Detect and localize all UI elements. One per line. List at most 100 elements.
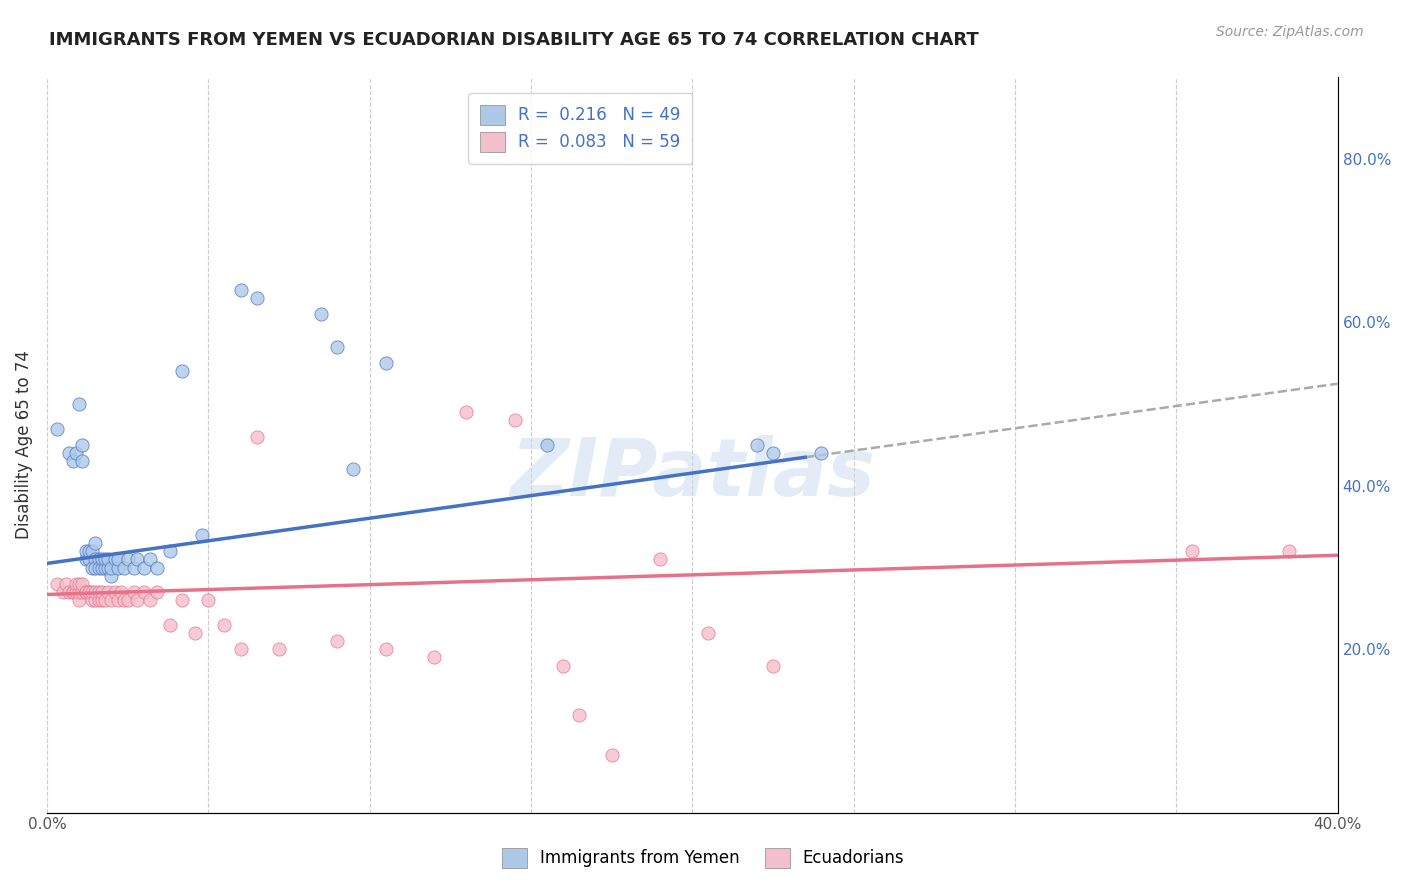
Point [90, 560, 112, 574]
Point [58, 585, 80, 599]
Point [94, 560, 117, 574]
Point [77, 544, 100, 558]
Point [374, 356, 396, 370]
Point [87, 560, 110, 574]
Point [568, 707, 591, 722]
Point [84, 585, 107, 599]
Point [77, 552, 100, 566]
Point [197, 593, 219, 607]
Point [90, 593, 112, 607]
Point [697, 625, 720, 640]
Point [62, 585, 84, 599]
Point [184, 625, 207, 640]
Point [67, 397, 90, 411]
Point [87, 593, 110, 607]
Point [374, 642, 396, 657]
Point [229, 283, 252, 297]
Point [553, 658, 575, 673]
Point [503, 413, 526, 427]
Point [107, 593, 129, 607]
Point [80, 544, 103, 558]
Point [112, 560, 135, 574]
Point [80, 560, 103, 574]
Point [67, 577, 90, 591]
Point [100, 560, 122, 574]
Point [75, 552, 97, 566]
Legend: Immigrants from Yemen, Ecuadorians: Immigrants from Yemen, Ecuadorians [495, 841, 911, 875]
Point [90, 585, 112, 599]
Point [326, 634, 349, 648]
Point [127, 552, 149, 566]
Point [810, 446, 832, 460]
Point [117, 552, 139, 566]
Point [127, 593, 149, 607]
Point [159, 617, 181, 632]
Point [77, 585, 100, 599]
Point [648, 552, 671, 566]
Legend: R =  0.216   N = 49, R =  0.083   N = 59: R = 0.216 N = 49, R = 0.083 N = 59 [468, 93, 692, 164]
Point [246, 430, 269, 444]
Point [58, 446, 80, 460]
Point [97, 585, 120, 599]
Point [122, 585, 145, 599]
Point [269, 642, 291, 657]
Text: Source: ZipAtlas.com: Source: ZipAtlas.com [1216, 25, 1364, 39]
Point [87, 552, 110, 566]
Point [132, 585, 155, 599]
Point [132, 560, 155, 574]
Point [52, 585, 75, 599]
Point [1278, 544, 1301, 558]
Point [72, 577, 94, 591]
Point [745, 438, 768, 452]
Point [104, 585, 127, 599]
Point [67, 593, 90, 607]
Point [139, 552, 162, 566]
Text: ZIPatlas: ZIPatlas [510, 435, 875, 514]
Point [1181, 544, 1204, 558]
Point [90, 552, 112, 566]
Point [172, 364, 194, 378]
Point [45, 577, 67, 591]
Point [65, 577, 87, 591]
Point [72, 585, 94, 599]
Point [214, 617, 236, 632]
Point [112, 593, 135, 607]
Point [77, 585, 100, 599]
Point [65, 585, 87, 599]
Point [75, 544, 97, 558]
Point [110, 585, 132, 599]
Point [342, 462, 364, 476]
Point [87, 585, 110, 599]
Point [423, 650, 446, 665]
Point [84, 536, 107, 550]
Point [75, 585, 97, 599]
Point [100, 568, 122, 582]
Point [104, 552, 127, 566]
Point [456, 405, 478, 419]
Point [122, 560, 145, 574]
Point [145, 585, 167, 599]
Point [246, 291, 269, 305]
Point [326, 340, 349, 354]
Point [45, 422, 67, 436]
Point [100, 593, 122, 607]
Point [536, 438, 558, 452]
Point [72, 438, 94, 452]
Point [80, 585, 103, 599]
Point [67, 585, 90, 599]
Point [62, 585, 84, 599]
Point [94, 593, 117, 607]
Point [84, 593, 107, 607]
Point [159, 544, 181, 558]
Point [75, 585, 97, 599]
Point [172, 593, 194, 607]
Point [762, 446, 785, 460]
Point [97, 560, 120, 574]
Point [62, 454, 84, 468]
Text: IMMIGRANTS FROM YEMEN VS ECUADORIAN DISABILITY AGE 65 TO 74 CORRELATION CHART: IMMIGRANTS FROM YEMEN VS ECUADORIAN DISA… [49, 31, 979, 49]
Point [191, 528, 214, 542]
Point [117, 593, 139, 607]
Point [145, 560, 167, 574]
Point [600, 748, 623, 763]
Point [80, 593, 103, 607]
